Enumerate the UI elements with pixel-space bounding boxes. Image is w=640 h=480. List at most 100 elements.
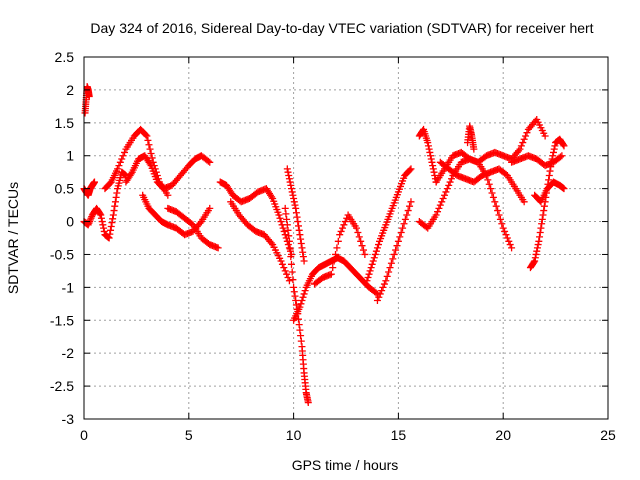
data-point <box>118 155 126 163</box>
data-point <box>371 250 379 258</box>
data-point <box>291 201 299 209</box>
data-point <box>279 224 287 232</box>
data-point <box>277 257 285 265</box>
data-point <box>502 231 510 239</box>
data-point <box>292 297 300 305</box>
data-point <box>288 188 296 196</box>
data-point <box>550 145 558 153</box>
data-point <box>113 189 121 197</box>
data-point <box>146 145 154 153</box>
data-point <box>491 198 499 206</box>
data-point <box>340 221 348 229</box>
data-point <box>523 129 531 137</box>
data-point <box>206 158 214 166</box>
y-tick-label: 1 <box>66 148 74 164</box>
x-tick-label: 10 <box>286 427 302 443</box>
y-tick-label: 1.5 <box>55 115 75 131</box>
data-point <box>277 218 285 226</box>
x-tick-label: 5 <box>185 427 193 443</box>
data-point <box>492 202 500 210</box>
data-point <box>333 244 341 252</box>
data-point <box>284 273 292 281</box>
data-point <box>426 148 434 156</box>
data-point <box>121 148 129 156</box>
series-track-j <box>281 204 312 407</box>
data-point <box>145 141 153 149</box>
data-point <box>285 175 293 183</box>
series-track-m <box>311 211 369 288</box>
data-point <box>542 193 550 201</box>
data-point <box>278 260 286 268</box>
data-point <box>286 178 294 186</box>
data-point <box>541 132 549 140</box>
series-track-p <box>415 125 440 186</box>
data-point <box>109 211 117 219</box>
data-point <box>289 276 297 284</box>
y-tick-label: 2 <box>66 82 74 98</box>
data-point <box>301 287 309 295</box>
series-track-w <box>508 152 566 170</box>
data-point <box>289 191 297 199</box>
data-point <box>496 215 504 223</box>
data-point <box>434 208 442 216</box>
data-point <box>300 257 308 265</box>
data-point <box>339 224 347 232</box>
data-point <box>501 227 509 235</box>
data-point <box>284 226 292 234</box>
data-point <box>545 171 553 179</box>
data-point <box>285 244 293 252</box>
data-point <box>397 229 405 237</box>
data-point <box>531 254 539 262</box>
data-point <box>281 231 289 239</box>
data-point <box>370 254 378 262</box>
data-point <box>105 234 113 242</box>
data-point <box>112 193 120 201</box>
data-point <box>438 198 446 206</box>
data-point <box>436 201 444 209</box>
data-point <box>358 242 366 250</box>
data-point <box>537 224 545 232</box>
data-point <box>396 233 404 241</box>
data-point <box>288 268 296 276</box>
data-point <box>108 219 116 227</box>
data-point <box>365 270 373 278</box>
data-point <box>428 158 436 166</box>
data-point <box>378 287 386 295</box>
data-point <box>503 234 511 242</box>
data-point <box>116 158 124 166</box>
data-point <box>532 250 540 258</box>
data-point <box>439 195 447 203</box>
data-point <box>379 283 387 291</box>
data-point <box>406 202 414 210</box>
data-point <box>352 224 360 232</box>
data-point <box>341 218 349 226</box>
data-point <box>127 170 135 178</box>
data-point <box>506 241 514 249</box>
data-point <box>298 297 306 305</box>
data-point <box>290 283 298 291</box>
data-point <box>354 229 362 237</box>
data-point <box>214 244 222 252</box>
data-point <box>100 227 108 235</box>
data-point <box>84 221 92 229</box>
y-tick-label: 0.5 <box>55 181 75 197</box>
data-point <box>285 171 293 179</box>
y-tick-label: 2.5 <box>55 49 75 65</box>
data-point <box>107 226 115 234</box>
data-point <box>382 277 390 285</box>
data-point <box>380 280 388 288</box>
data-point <box>560 185 568 193</box>
data-point <box>359 246 367 254</box>
data-point <box>283 221 291 229</box>
data-point <box>530 258 538 266</box>
y-tick-label: -2.5 <box>50 378 74 394</box>
y-tick-label: -2 <box>62 345 75 361</box>
data-point <box>148 154 156 162</box>
series-track-t <box>464 122 478 153</box>
data-point <box>143 132 151 140</box>
data-point <box>533 247 541 255</box>
data-point <box>86 216 94 224</box>
data-point <box>539 211 547 219</box>
data-point <box>441 191 449 199</box>
data-point <box>100 224 108 232</box>
